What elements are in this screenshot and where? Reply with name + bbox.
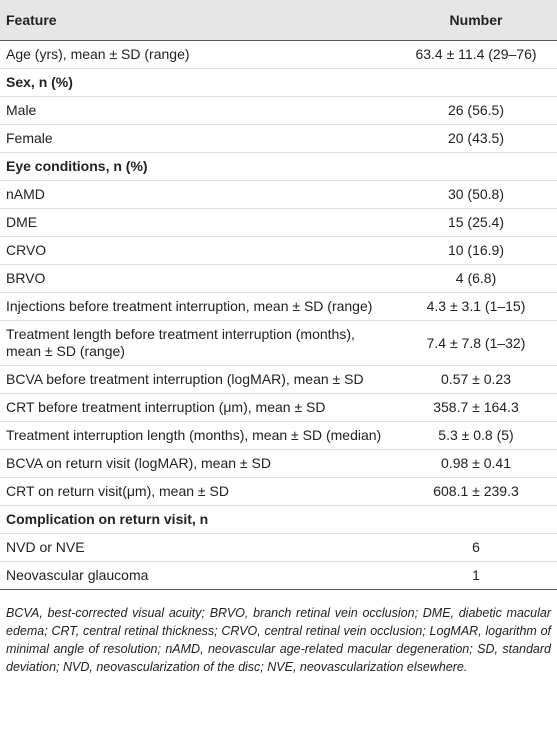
table-cell: Treatment interruption length (months), … (0, 421, 395, 450)
table-row: CRT on return visit(μm), mean ± SD 608.1 … (0, 477, 557, 506)
table-row: BRVO 4 (6.8) (0, 264, 557, 293)
footnote: BCVA, best-corrected visual acuity; BRVO… (6, 606, 551, 674)
table-row: Age (yrs), mean ± SD (range) 63.4 ± 11.4 … (0, 40, 557, 69)
table-cell: 26 (56.5) (395, 96, 557, 125)
table-row: Injections before treatment interruption… (0, 292, 557, 321)
table-cell: 0.57 ± 0.23 (395, 365, 557, 394)
table-row: CRT before treatment interruption (μm), … (0, 393, 557, 422)
table-cell: 1 (395, 561, 557, 590)
table-row: BCVA before treatment interruption (logM… (0, 365, 557, 394)
section-row: Eye conditions, n (%) (0, 152, 557, 181)
table-cell: BRVO (0, 264, 395, 293)
header-row: Feature Number (0, 0, 557, 41)
table-cell: Eye conditions, n (%) (0, 152, 557, 181)
table-cell: 4.3 ± 3.1 (1–15) (395, 292, 557, 321)
table-cell: nAMD (0, 180, 395, 209)
table-row: CRVO 10 (16.9) (0, 236, 557, 265)
table-cell: 6 (395, 533, 557, 562)
table-row: Treatment interruption length (months), … (0, 421, 557, 450)
section-row: Complication on return visit, n (0, 505, 557, 534)
table-body: Age (yrs), mean ± SD (range) 63.4 ± 11.4 … (0, 40, 557, 590)
table-cell: 0.98 ± 0.41 (395, 449, 557, 478)
table-cell: Male (0, 96, 395, 125)
table-cell: 10 (16.9) (395, 236, 557, 265)
table-row: Female 20 (43.5) (0, 124, 557, 153)
table-cell: 15 (25.4) (395, 208, 557, 237)
table-cell: CRVO (0, 236, 395, 265)
table: Feature Number Age (yrs), mean ± SD (ran… (0, 0, 557, 590)
table-cell: Sex, n (%) (0, 68, 557, 97)
section-row: Sex, n (%) (0, 68, 557, 97)
table-cell: Complication on return visit, n (0, 505, 557, 534)
table-cell: Female (0, 124, 395, 153)
table-cell: 7.4 ± 7.8 (1–32) (395, 320, 557, 366)
table-cell: NVD or NVE (0, 533, 395, 562)
header-cell: Number (395, 0, 557, 41)
table-row: Neovascular glaucoma 1 (0, 561, 557, 590)
table-cell: BCVA on return visit (logMAR), mean ± SD (0, 449, 395, 478)
header-cell: Feature (0, 0, 395, 41)
table-cell: CRT on return visit(μm), mean ± SD (0, 477, 395, 506)
table-cell: 20 (43.5) (395, 124, 557, 153)
table-cell: Treatment length before treatment interr… (0, 320, 395, 366)
table-cell: 358.7 ± 164.3 (395, 393, 557, 422)
table-cell: 5.3 ± 0.8 (5) (395, 421, 557, 450)
table-cell: 608.1 ± 239.3 (395, 477, 557, 506)
table-row: BCVA on return visit (logMAR), mean ± SD… (0, 449, 557, 478)
table-cell: Neovascular glaucoma (0, 561, 395, 590)
table-cell: BCVA before treatment interruption (logM… (0, 365, 395, 394)
table-cell: 4 (6.8) (395, 264, 557, 293)
table-cell: Age (yrs), mean ± SD (range) (0, 40, 395, 69)
table-row: DME 15 (25.4) (0, 208, 557, 237)
table-cell: 30 (50.8) (395, 180, 557, 209)
table-cell: 63.4 ± 11.4 (29–76) (395, 40, 557, 69)
table-cell: Injections before treatment interruption… (0, 292, 395, 321)
table-cell: CRT before treatment interruption (μm), … (0, 393, 395, 422)
table-row: Male 26 (56.5) (0, 96, 557, 125)
table-row: nAMD 30 (50.8) (0, 180, 557, 209)
table-row: Treatment length before treatment interr… (0, 320, 557, 366)
table-row: NVD or NVE 6 (0, 533, 557, 562)
table-cell: DME (0, 208, 395, 237)
